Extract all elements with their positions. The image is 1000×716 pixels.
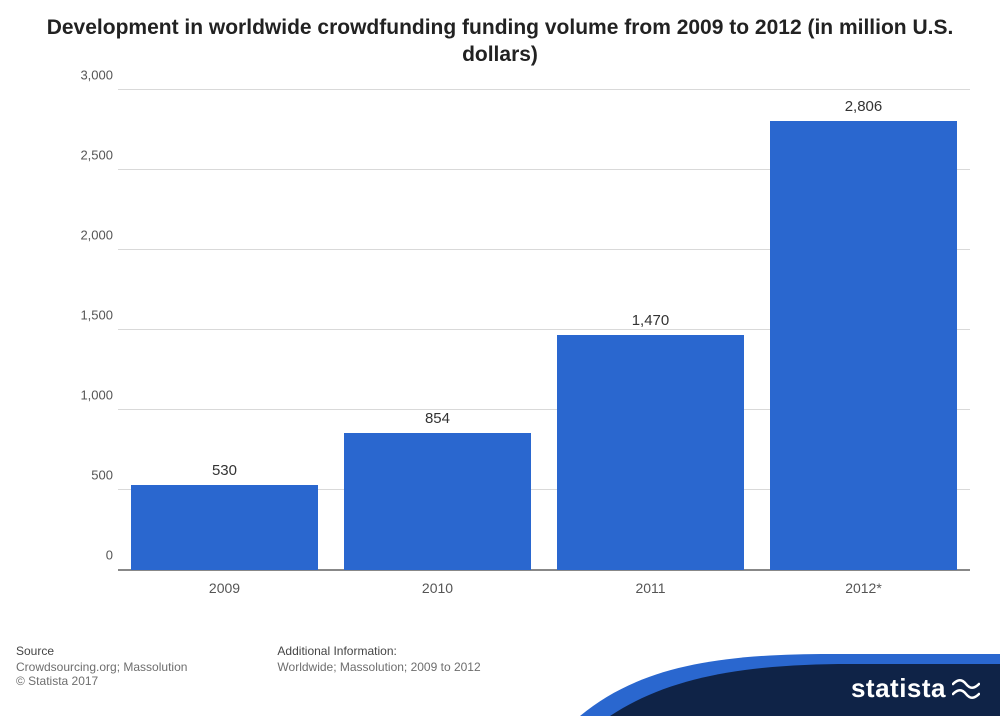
y-tick-label: 0 [63, 548, 113, 563]
logo-text: statista [851, 673, 946, 704]
statista-logo: statista [851, 673, 980, 704]
plot-region: 05001,0001,5002,0002,5003,00053020098542… [118, 90, 970, 570]
bar-value-label: 530 [131, 462, 318, 485]
bar-track: 1,4702011 [544, 90, 757, 570]
bar-value-label: 2,806 [770, 98, 957, 121]
bar-track: 8542010 [331, 90, 544, 570]
y-tick-label: 1,500 [63, 308, 113, 323]
y-tick-label: 2,500 [63, 148, 113, 163]
bar: 2,806 [770, 121, 957, 570]
bar-track: 5302009 [118, 90, 331, 570]
chart-footer: Source Crowdsourcing.org; Massolution © … [16, 644, 984, 688]
y-tick-label: 500 [63, 468, 113, 483]
source-heading: Source [16, 644, 187, 658]
x-tick-label: 2010 [331, 580, 544, 596]
additional-heading: Additional Information: [277, 644, 480, 658]
chart-title: Development in worldwide crowdfunding fu… [0, 0, 1000, 77]
additional-text: Worldwide; Massolution; 2009 to 2012 [277, 660, 480, 674]
chart-area: Growth in funding volume in million U.S.… [50, 90, 970, 610]
y-tick-label: 3,000 [63, 68, 113, 83]
bar-value-label: 854 [344, 410, 531, 433]
copyright-text: © Statista 2017 [16, 674, 187, 688]
bar: 530 [131, 485, 318, 570]
x-tick-label: 2012* [757, 580, 970, 596]
x-tick-label: 2009 [118, 580, 331, 596]
bar: 1,470 [557, 335, 744, 570]
bar-track: 2,8062012* [757, 90, 970, 570]
additional-block: Additional Information: Worldwide; Masso… [277, 644, 480, 688]
x-tick-label: 2011 [544, 580, 757, 596]
y-tick-label: 2,000 [63, 228, 113, 243]
logo-wave-icon [952, 678, 980, 700]
bar-value-label: 1,470 [557, 312, 744, 335]
source-text: Crowdsourcing.org; Massolution [16, 660, 187, 674]
source-block: Source Crowdsourcing.org; Massolution © … [16, 644, 187, 688]
y-tick-label: 1,000 [63, 388, 113, 403]
bar: 854 [344, 433, 531, 570]
